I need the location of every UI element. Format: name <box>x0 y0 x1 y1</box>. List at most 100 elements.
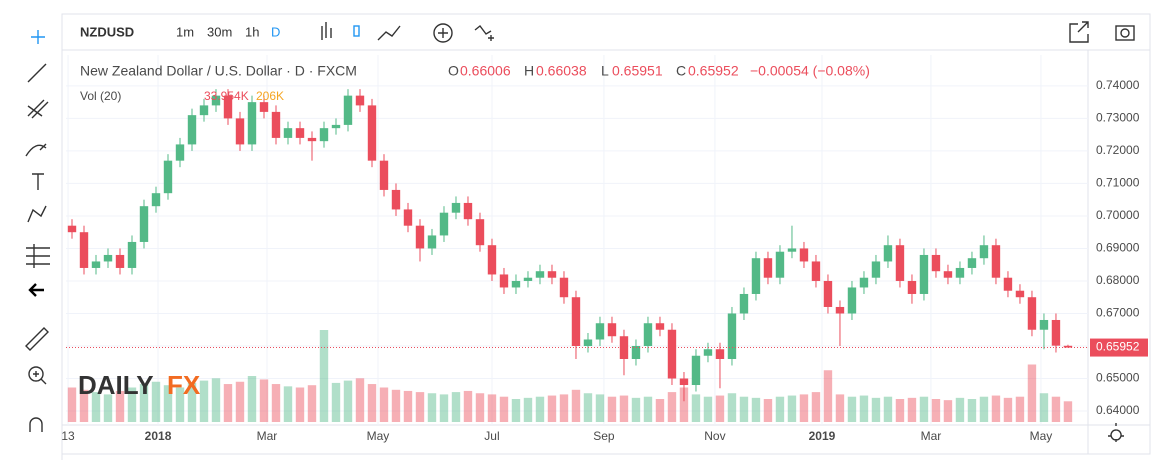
interval[interactable]: 30m <box>207 24 232 39</box>
candle-body <box>295 128 305 138</box>
candle-body <box>727 313 737 359</box>
volume-bar <box>295 387 305 422</box>
volume-value: 206K <box>256 89 284 103</box>
candle-body <box>871 261 881 278</box>
candle-body <box>379 160 389 190</box>
candle-body <box>535 271 545 278</box>
candle-body <box>751 258 761 294</box>
candle-body <box>319 128 329 142</box>
candle-body <box>823 280 833 307</box>
y-tick-label: 0.65000 <box>1096 371 1140 385</box>
volume-bar <box>499 396 509 422</box>
volume-bar <box>1051 396 1061 422</box>
volume-bar <box>391 389 401 422</box>
volume-bar <box>1003 397 1013 422</box>
last-price-box <box>1090 338 1148 357</box>
y-tick-label: 0.71000 <box>1096 176 1140 190</box>
volume-bar <box>103 394 113 422</box>
legend-title: New Zealand Dollar / U.S. Dollar · D · F… <box>80 63 357 79</box>
volume-bar <box>319 330 329 422</box>
candle-body <box>943 271 953 278</box>
candle-body <box>895 245 905 281</box>
candle-body <box>127 241 137 268</box>
candle-body <box>139 206 149 242</box>
candle-body <box>415 225 425 249</box>
candle-body <box>151 193 161 207</box>
x-tick-label: May <box>367 429 390 443</box>
candle-body <box>403 209 413 226</box>
volume-bar <box>151 381 161 422</box>
candle-body <box>811 261 821 281</box>
svg-text:O: O <box>448 63 459 79</box>
interval[interactable]: 1h <box>245 24 259 39</box>
candle-body <box>235 118 245 145</box>
candle-body <box>679 378 689 386</box>
candle-body <box>211 95 221 106</box>
candle-body <box>79 232 89 268</box>
symbol[interactable]: NZDUSD <box>80 24 134 39</box>
candle-body <box>391 189 401 210</box>
candle-body <box>787 248 797 252</box>
volume-bar <box>811 392 821 422</box>
candle-body <box>175 144 185 161</box>
x-tick-label: Jul <box>484 429 499 443</box>
candle-body <box>199 105 209 116</box>
volume-bar <box>427 393 437 422</box>
interval[interactable]: 1m <box>176 24 194 39</box>
volume-bar <box>379 387 389 422</box>
volume-bar <box>559 394 569 422</box>
legend-close: 0.65952 <box>688 63 739 79</box>
logo: DAILY <box>78 370 154 400</box>
candle-body <box>955 267 965 278</box>
candle-body <box>103 254 113 262</box>
candle-body <box>631 345 641 359</box>
candle-body <box>259 102 269 112</box>
side-toolbar[interactable] <box>25 30 1124 442</box>
last-price-label: 0.65952 <box>1096 340 1140 354</box>
candle-body <box>799 248 809 262</box>
volume-bar <box>415 392 425 422</box>
volume-bar <box>175 387 185 422</box>
candle-body <box>547 271 557 278</box>
volume-bar <box>271 384 281 422</box>
legend-low: 0.65951 <box>612 63 663 79</box>
volume-bar <box>883 396 893 422</box>
candle-body <box>1015 290 1025 298</box>
volume-bar <box>451 392 461 422</box>
volume-bar <box>187 382 197 422</box>
volume-bar <box>67 387 77 422</box>
toolbar-icons[interactable] <box>321 21 1135 43</box>
candle-body <box>115 254 125 268</box>
candle-body <box>595 323 605 340</box>
volume-bar <box>487 394 497 422</box>
candle-body <box>907 280 917 294</box>
volume-bar <box>79 389 89 422</box>
volume-bar <box>619 395 629 422</box>
volume-bar <box>259 379 269 422</box>
volume-bar <box>943 400 953 422</box>
interval[interactable]: D <box>271 24 280 39</box>
volume-bar <box>127 387 137 422</box>
svg-text:L: L <box>601 63 609 79</box>
candle-body <box>463 202 473 220</box>
volume-bar <box>535 396 545 422</box>
volume-bar <box>307 385 317 422</box>
volume-bar <box>607 396 617 422</box>
volume-bar <box>871 397 881 422</box>
x-tick-label: May <box>1030 429 1053 443</box>
volume-bar <box>1015 396 1025 422</box>
volume-bar <box>631 397 641 422</box>
volume-bar <box>235 381 245 422</box>
volume-bar <box>703 396 713 422</box>
volume-bar <box>763 399 773 422</box>
candle-body <box>67 225 77 233</box>
volume-bar <box>739 396 749 422</box>
candle-body <box>439 212 449 236</box>
volume-title: Vol (20) <box>80 89 121 103</box>
candle-body <box>1039 319 1049 330</box>
candle-body <box>715 349 725 359</box>
candle-body <box>451 202 461 213</box>
candle-body <box>655 323 665 330</box>
volume-bar <box>355 378 365 422</box>
volume-bar <box>475 393 485 422</box>
